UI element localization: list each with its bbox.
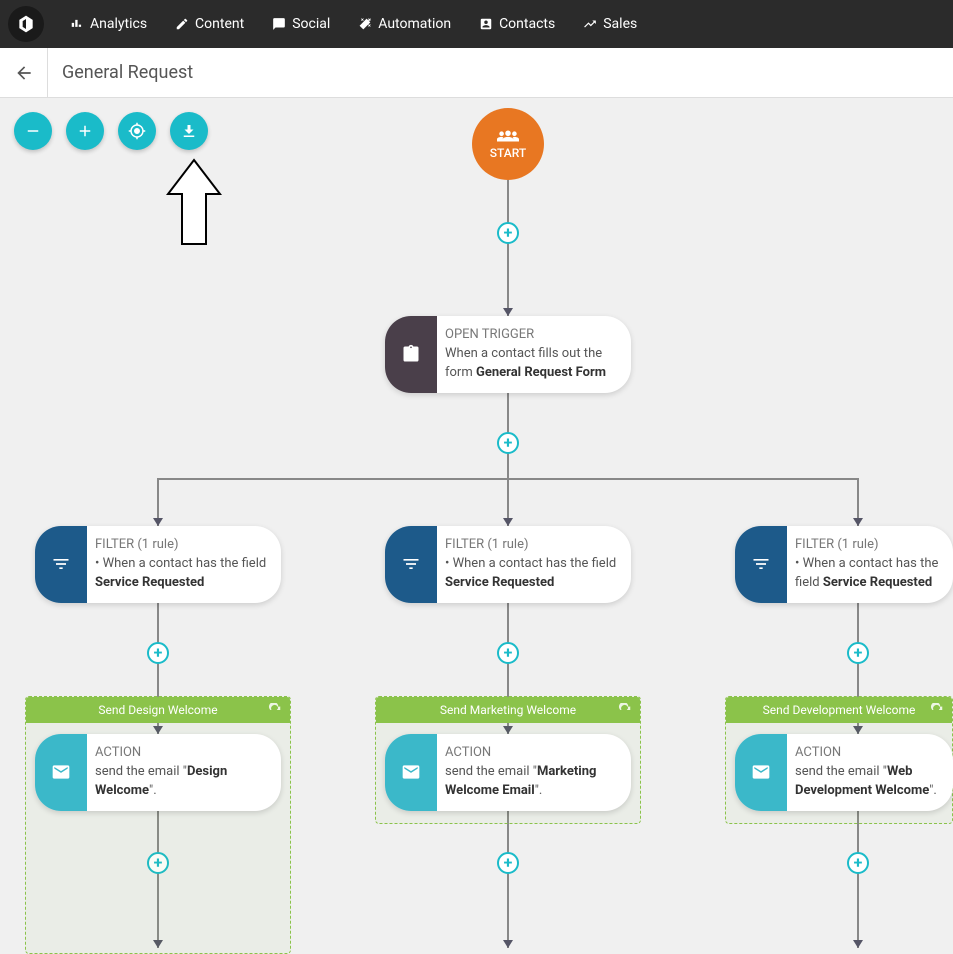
users-icon: [497, 128, 519, 144]
card-title: FILTER (1 rule): [445, 536, 617, 555]
card-title: ACTION: [445, 744, 617, 763]
connector: [507, 808, 509, 948]
card-text: send the email "Design Welcome".: [95, 763, 267, 801]
add-step-button[interactable]: [497, 222, 519, 244]
card-text: • When a contact has the field Service R…: [795, 555, 939, 593]
action-card[interactable]: ACTION send the email "Design Welcome".: [35, 734, 281, 811]
add-step-button[interactable]: [847, 642, 869, 664]
start-node[interactable]: START: [472, 108, 544, 180]
card-title: OPEN TRIGGER: [445, 326, 617, 345]
action-group-label: Send Design Welcome: [98, 703, 217, 717]
card-body: FILTER (1 rule) • When a contact has the…: [787, 526, 953, 603]
action-group-header[interactable]: Send Development Welcome: [726, 697, 952, 723]
action-card[interactable]: ACTION send the email "Marketing Welcome…: [385, 734, 631, 811]
card-text: • When a contact has the field Service R…: [95, 555, 267, 593]
arrow-left-icon: [14, 63, 34, 83]
add-step-button[interactable]: [497, 642, 519, 664]
card-title: FILTER (1 rule): [95, 536, 267, 555]
contact-icon: [479, 17, 493, 31]
action-group-label: Send Marketing Welcome: [440, 703, 576, 717]
topbar: Analytics Content Social Automation Cont…: [0, 0, 953, 48]
card-body: FILTER (1 rule) • When a contact has the…: [87, 526, 281, 603]
card-body: ACTION send the email "Web Development W…: [787, 734, 953, 811]
filter-card[interactable]: FILTER (1 rule) • When a contact has the…: [735, 526, 953, 603]
add-step-button[interactable]: [147, 642, 169, 664]
nav-social[interactable]: Social: [258, 0, 344, 48]
action-group-header[interactable]: Send Marketing Welcome: [376, 697, 640, 723]
filter-card[interactable]: FILTER (1 rule) • When a contact has the…: [35, 526, 281, 603]
clipboard-icon: [385, 316, 437, 393]
refresh-icon[interactable]: [268, 703, 282, 720]
page-title: General Request: [48, 62, 193, 83]
add-step-button[interactable]: [497, 852, 519, 874]
card-text: • When a contact has the field Service R…: [445, 555, 617, 593]
trend-icon: [583, 17, 597, 31]
arrowhead-icon: [153, 518, 163, 526]
connector: [857, 808, 859, 948]
action-group-label: Send Development Welcome: [763, 703, 916, 717]
card-text: send the email "Marketing Welcome Email"…: [445, 763, 617, 801]
nav-label: Social: [292, 16, 330, 32]
arrowhead-icon: [503, 308, 513, 316]
arrowhead-icon: [853, 518, 863, 526]
funnel-icon: [385, 526, 437, 603]
card-text: send the email "Web Development Welcome"…: [795, 763, 939, 801]
action-card[interactable]: ACTION send the email "Web Development W…: [735, 734, 953, 811]
chat-icon: [272, 17, 286, 31]
add-step-button[interactable]: [847, 852, 869, 874]
connector: [507, 180, 509, 316]
envelope-icon: [385, 734, 437, 811]
nav-label: Contacts: [499, 16, 555, 32]
card-body: OPEN TRIGGER When a contact fills out th…: [437, 316, 631, 393]
nav-automation[interactable]: Automation: [344, 0, 465, 48]
nav-content[interactable]: Content: [161, 0, 258, 48]
card-text: When a contact fills out the form Genera…: [445, 345, 617, 383]
refresh-icon[interactable]: [618, 703, 632, 720]
nav-analytics[interactable]: Analytics: [56, 0, 161, 48]
wand-icon: [358, 17, 372, 31]
card-title: FILTER (1 rule): [795, 536, 939, 555]
nav-label: Content: [195, 16, 244, 32]
action-group-header[interactable]: Send Design Welcome: [26, 697, 290, 723]
card-body: ACTION send the email "Design Welcome".: [87, 734, 281, 811]
nav-label: Analytics: [90, 16, 147, 32]
card-body: ACTION send the email "Marketing Welcome…: [437, 734, 631, 811]
card-title: ACTION: [95, 744, 267, 763]
trigger-card[interactable]: OPEN TRIGGER When a contact fills out th…: [385, 316, 631, 393]
pencil-icon: [175, 17, 189, 31]
arrowhead-icon: [503, 518, 513, 526]
filter-card[interactable]: FILTER (1 rule) • When a contact has the…: [385, 526, 631, 603]
start-label: START: [490, 146, 526, 160]
funnel-icon: [35, 526, 87, 603]
subheader: General Request: [0, 48, 953, 98]
workflow-canvas[interactable]: START OPEN TRIGGER When a contact fills …: [0, 98, 953, 954]
envelope-icon: [735, 734, 787, 811]
nav-label: Sales: [603, 16, 637, 32]
arrowhead-icon: [503, 940, 513, 948]
arrowhead-icon: [853, 940, 863, 948]
nav-sales[interactable]: Sales: [569, 0, 651, 48]
chart-icon: [70, 17, 84, 31]
card-title: ACTION: [795, 744, 939, 763]
card-body: FILTER (1 rule) • When a contact has the…: [437, 526, 631, 603]
refresh-icon[interactable]: [930, 703, 944, 720]
nav-label: Automation: [378, 16, 451, 32]
app-logo[interactable]: [8, 6, 44, 42]
nav-contacts[interactable]: Contacts: [465, 0, 569, 48]
envelope-icon: [35, 734, 87, 811]
funnel-icon: [735, 526, 787, 603]
add-step-button[interactable]: [497, 432, 519, 454]
back-button[interactable]: [0, 48, 48, 98]
